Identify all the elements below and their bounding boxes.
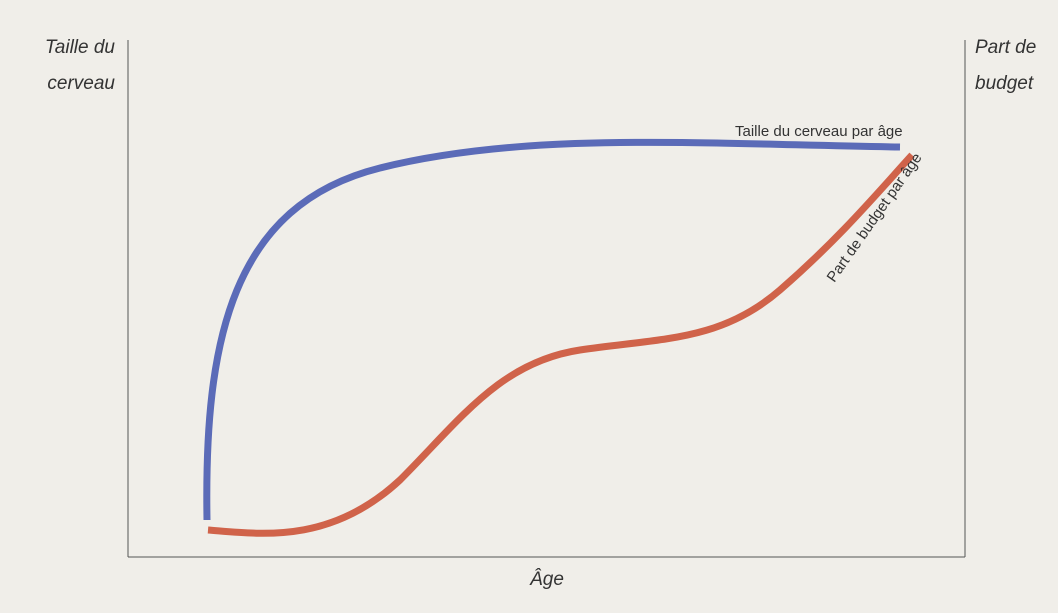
left-axis-label: Taille du — [45, 37, 116, 58]
curve-label: Taille du cerveau par âge — [735, 123, 903, 140]
right-axis-label: budget — [975, 73, 1034, 94]
right-axis-label: Part de — [975, 37, 1036, 58]
brain-size-curve — [203, 138, 901, 521]
budget-share-curve — [207, 152, 915, 537]
x-axis-label: Âge — [529, 568, 564, 590]
left-axis-label: cerveau — [47, 73, 115, 94]
